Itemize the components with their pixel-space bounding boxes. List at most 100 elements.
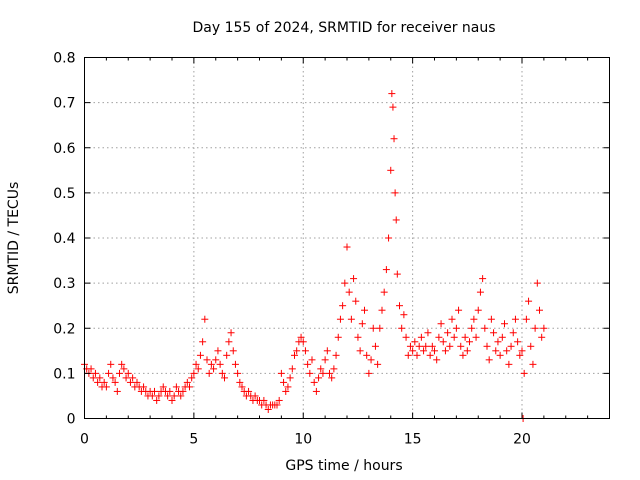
data-point xyxy=(229,347,237,355)
data-point xyxy=(273,401,281,409)
data-point xyxy=(205,369,213,377)
data-point xyxy=(212,356,220,364)
data-point xyxy=(332,351,340,359)
data-point xyxy=(455,306,463,314)
data-point xyxy=(210,365,218,373)
y-tick-label: 0.4 xyxy=(53,231,75,247)
data-point xyxy=(343,243,351,251)
data-point xyxy=(520,369,528,377)
data-point xyxy=(371,342,379,350)
data-point xyxy=(400,311,408,319)
data-point xyxy=(218,369,226,377)
data-point xyxy=(374,360,382,368)
data-point xyxy=(111,378,119,386)
data-point xyxy=(153,396,161,404)
data-point xyxy=(417,333,425,341)
data-point xyxy=(361,306,368,314)
data-point xyxy=(389,103,397,111)
data-point xyxy=(334,333,342,341)
data-point xyxy=(391,189,399,197)
data-point xyxy=(188,374,196,382)
data-point xyxy=(396,302,403,310)
data-point xyxy=(341,279,349,287)
data-point xyxy=(406,342,414,350)
data-point xyxy=(420,347,428,355)
data-point xyxy=(345,288,353,296)
data-point xyxy=(404,351,412,359)
y-axis-label: SRMTID / TECUs xyxy=(6,182,22,295)
data-point xyxy=(107,360,115,368)
data-point xyxy=(172,383,180,391)
data-point xyxy=(148,392,156,400)
data-point xyxy=(481,324,489,332)
data-point xyxy=(168,396,176,404)
data-point xyxy=(133,378,141,386)
y-tick-label: 0.8 xyxy=(53,51,75,67)
data-point xyxy=(238,383,246,391)
data-point xyxy=(225,338,233,346)
data-point xyxy=(275,396,283,404)
data-point xyxy=(518,347,526,355)
data-point xyxy=(536,306,543,314)
y-gridlines xyxy=(84,102,610,374)
data-point xyxy=(164,392,172,400)
data-point xyxy=(91,369,99,377)
data-point xyxy=(96,374,104,382)
data-point xyxy=(105,369,113,377)
data-point xyxy=(483,342,491,350)
data-point xyxy=(525,297,533,305)
data-point xyxy=(315,374,323,382)
data-point xyxy=(151,387,158,395)
data-point xyxy=(234,369,242,377)
data-point xyxy=(288,365,296,373)
data-point xyxy=(393,270,401,278)
data-point xyxy=(109,374,117,382)
data-point xyxy=(299,338,307,346)
data-point xyxy=(350,275,358,283)
data-point xyxy=(358,320,366,328)
x-axis-label: GPS time / hours xyxy=(285,458,402,474)
data-point xyxy=(463,347,471,355)
data-point xyxy=(426,351,434,359)
data-point xyxy=(446,342,454,350)
data-point xyxy=(284,383,292,391)
data-point xyxy=(214,347,222,355)
data-point xyxy=(264,405,272,413)
data-point xyxy=(339,302,347,310)
data-point xyxy=(505,360,513,368)
data-point xyxy=(155,392,163,400)
data-point xyxy=(492,347,500,355)
data-point xyxy=(304,360,312,368)
data-point xyxy=(390,135,398,143)
data-point xyxy=(231,360,239,368)
data-point xyxy=(140,383,148,391)
data-point xyxy=(392,216,400,224)
data-point xyxy=(236,378,244,386)
x-tick-label: 10 xyxy=(294,432,312,448)
y-tick-label: 0.2 xyxy=(53,321,75,337)
y-tick-label: 0.1 xyxy=(53,366,75,382)
data-point xyxy=(431,347,438,355)
y-tick-label: 0.6 xyxy=(53,141,75,157)
data-point xyxy=(387,166,395,174)
data-point xyxy=(409,347,417,355)
data-point xyxy=(221,374,228,382)
data-point xyxy=(129,374,137,382)
y-ticks: 0 0.1 0.2 0.3 0.4 0.5 0.6 0.7 0.8 xyxy=(53,51,610,428)
data-point xyxy=(413,351,421,359)
data-point xyxy=(363,351,371,359)
data-points xyxy=(81,90,548,422)
data-point xyxy=(166,387,174,395)
data-point xyxy=(118,360,126,368)
data-point xyxy=(514,338,522,346)
data-point xyxy=(354,333,362,341)
data-point xyxy=(297,333,305,341)
data-point xyxy=(126,378,134,386)
data-point xyxy=(277,369,285,377)
data-point xyxy=(251,392,259,400)
data-point xyxy=(89,374,97,382)
data-point xyxy=(280,378,288,386)
data-point xyxy=(301,347,309,355)
y-tick-label: 0.7 xyxy=(53,96,75,112)
